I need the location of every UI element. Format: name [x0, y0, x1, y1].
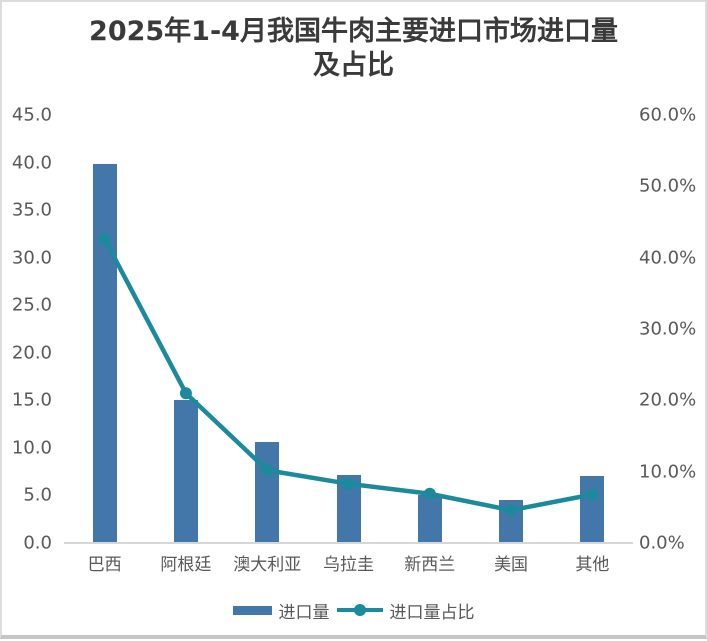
category-label-usa: 美国	[494, 555, 529, 575]
bar-australia	[255, 442, 280, 543]
right-axis-tick: 40.0%	[639, 247, 697, 269]
x-axis-line	[64, 542, 633, 544]
left-axis-tick: 35.0	[11, 199, 52, 221]
left-axis-tick: 15.0	[11, 389, 52, 411]
category-label-others: 其他	[575, 555, 610, 575]
bar-new-zealand	[417, 495, 442, 543]
category-label-argentina: 阿根廷	[160, 555, 212, 575]
bar-brazil	[92, 163, 117, 543]
left-axis-tick: 30.0	[11, 247, 52, 269]
right-axis-tick: 10.0%	[639, 461, 697, 483]
chart-title: 2025年1-4月我国牛肉主要进口市场进口量 及占比	[2, 15, 705, 83]
left-axis-tick: 0.0	[23, 532, 52, 554]
right-axis-tick: 50.0%	[639, 175, 697, 197]
left-axis-tick: 10.0	[11, 437, 52, 459]
bar-others	[580, 476, 605, 543]
left-axis-tick: 45.0	[11, 104, 52, 126]
chart-title-line-2: 及占比	[313, 50, 394, 81]
legend-line-dot	[353, 604, 366, 616]
bar-usa	[499, 500, 524, 543]
right-axis-tick: 60.0%	[639, 104, 697, 126]
category-label-new-zealand: 新西兰	[404, 555, 456, 575]
left-axis-tick: 25.0	[11, 294, 52, 316]
category-label-brazil: 巴西	[87, 555, 122, 575]
share-marker-argentina	[179, 387, 192, 400]
right-axis-tick: 0.0%	[639, 532, 685, 554]
legend-line-label: 进口量占比	[389, 602, 475, 623]
bar-argentina	[173, 400, 198, 543]
legend: 进口量 进口量占比	[2, 599, 705, 623]
chart-title-line-1: 2025年1-4月我国牛肉主要进口市场进口量	[89, 16, 618, 47]
legend-line-swatch-icon	[336, 603, 383, 617]
left-axis-tick: 5.0	[23, 484, 52, 506]
right-axis-tick: 30.0%	[639, 318, 697, 340]
right-axis-tick: 20.0%	[639, 389, 697, 411]
left-axis-tick: 40.0	[11, 152, 52, 174]
category-label-australia: 澳大利亚	[233, 555, 302, 575]
legend-bar-swatch-icon	[232, 605, 272, 615]
legend-bar-label: 进口量	[278, 602, 330, 623]
bar-uruguay	[336, 474, 361, 543]
category-label-uruguay: 乌拉圭	[323, 555, 374, 575]
left-axis-tick: 20.0	[11, 342, 52, 364]
